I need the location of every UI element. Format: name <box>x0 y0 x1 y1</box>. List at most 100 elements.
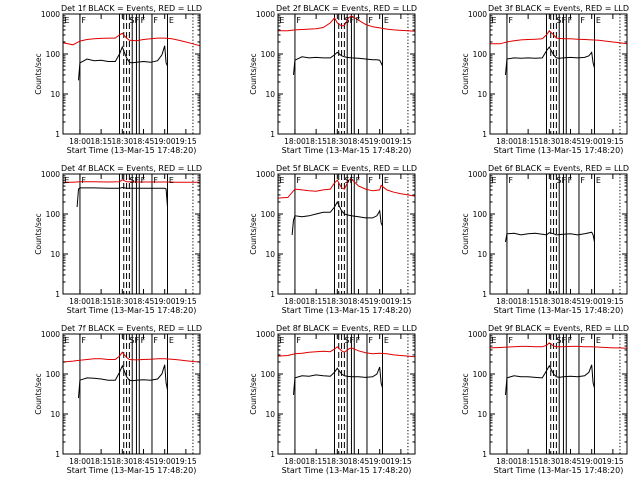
y-tick-label: 10 <box>50 90 60 99</box>
y-tick-label: 1000 <box>468 330 487 339</box>
series-black-line <box>78 45 168 81</box>
x-tick-label: 18:00 <box>284 457 306 466</box>
interval-marker-label: F <box>141 16 146 25</box>
y-tick-label: 1000 <box>256 10 275 19</box>
plot-frame <box>62 333 201 455</box>
x-axis-label: Start Time (13-Mar-15 17:48:20) <box>282 306 412 315</box>
x-tick-label: 18:00 <box>69 137 91 146</box>
panel-title: Det 7f BLACK = Events, RED = LLD <box>61 324 202 333</box>
x-tick-label: 18:30 <box>112 457 134 466</box>
x-tick-label: 18:00 <box>496 457 518 466</box>
plot-area <box>278 334 415 454</box>
plot-frame <box>277 173 416 295</box>
y-tick-label: 10 <box>477 90 487 99</box>
x-tick-label: 19:00 <box>369 137 391 146</box>
x-axis-label: Start Time (13-Mar-15 17:48:20) <box>494 466 624 475</box>
x-tick-label: 18:30 <box>112 137 134 146</box>
interval-marker-label: F <box>368 336 373 345</box>
interval-marker-label: F <box>356 176 361 185</box>
x-axis-label: Start Time (13-Mar-15 17:48:20) <box>494 146 624 155</box>
interval-marker-label: F <box>580 176 585 185</box>
interval-marker-label: E <box>384 176 389 185</box>
x-axis-label: Start Time (13-Mar-15 17:48:20) <box>282 146 412 155</box>
x-tick-label: 19:00 <box>581 297 603 306</box>
y-axis-label: Counts/sec <box>461 373 470 414</box>
plot-area <box>278 14 415 134</box>
plot-area <box>490 334 627 454</box>
interval-marker-label: F <box>153 16 158 25</box>
y-axis-label: Counts/sec <box>34 373 43 414</box>
y-tick-label: 1000 <box>41 10 60 19</box>
panel-title: Det 3f BLACK = Events, RED = LLD <box>488 4 629 13</box>
x-tick-label: 18:15 <box>90 137 112 146</box>
x-tick-label: 18:45 <box>133 297 155 306</box>
y-tick-label: 1 <box>482 130 487 139</box>
y-tick-label: 10 <box>50 410 60 419</box>
interval-marker-label: F <box>580 336 585 345</box>
interval-marker-label: SF <box>344 16 354 25</box>
series-black-line <box>291 200 383 235</box>
panel-title: Det 1f BLACK = Events, RED = LLD <box>61 4 202 13</box>
plot-area <box>490 14 627 134</box>
interval-marker-label: SF <box>129 176 139 185</box>
interval-marker-label: F <box>81 336 86 345</box>
series-black-line <box>505 231 595 243</box>
x-tick-label: 18:00 <box>284 297 306 306</box>
interval-marker-label: E <box>384 16 389 25</box>
series-red-line <box>63 32 200 47</box>
x-tick-label: 18:15 <box>305 137 327 146</box>
y-axis-label: Counts/sec <box>461 213 470 254</box>
interval-marker-label: F <box>508 336 513 345</box>
interval-marker-label: F <box>580 16 585 25</box>
y-tick-label: 100 <box>473 370 488 379</box>
interval-marker-label: F <box>508 16 513 25</box>
x-tick-label: 18:00 <box>69 297 91 306</box>
x-tick-label: 18:15 <box>517 297 539 306</box>
x-tick-label: 18:30 <box>539 137 561 146</box>
series-red-line <box>278 178 415 199</box>
y-tick-label: 1 <box>482 290 487 299</box>
y-axis-label: Counts/sec <box>461 53 470 94</box>
interval-marker-label: F <box>153 176 158 185</box>
y-tick-label: 100 <box>46 210 61 219</box>
panel-title: Det 8f BLACK = Events, RED = LLD <box>276 324 417 333</box>
x-tick-label: 19:15 <box>390 297 412 306</box>
x-tick-label: 19:15 <box>390 137 412 146</box>
x-tick-label: 19:00 <box>369 297 391 306</box>
interval-marker-label: F <box>296 336 301 345</box>
plot-area <box>63 14 200 134</box>
x-tick-label: 18:30 <box>539 297 561 306</box>
interval-marker-label: E <box>169 336 174 345</box>
interval-marker-label: E <box>279 336 284 345</box>
x-tick-label: 18:15 <box>90 297 112 306</box>
y-tick-label: 1 <box>55 450 60 459</box>
x-tick-label: 19:15 <box>390 457 412 466</box>
series-red-line <box>278 15 415 32</box>
y-tick-label: 100 <box>46 370 61 379</box>
interval-marker-label: E <box>64 176 69 185</box>
x-tick-label: 18:30 <box>327 297 349 306</box>
interval-marker-label: F <box>356 16 361 25</box>
x-tick-label: 18:30 <box>112 297 134 306</box>
interval-marker-label: SF <box>129 336 139 345</box>
interval-marker-label: E <box>491 16 496 25</box>
series-red-line <box>63 351 200 363</box>
series-red-line <box>490 30 627 45</box>
interval-marker-label: E <box>169 176 174 185</box>
x-tick-label: 18:00 <box>496 137 518 146</box>
y-axis-label: Counts/sec <box>249 213 258 254</box>
panel-title: Det 6f BLACK = Events, RED = LLD <box>488 164 629 173</box>
y-tick-label: 100 <box>261 210 276 219</box>
x-tick-label: 18:15 <box>305 457 327 466</box>
plot-area <box>63 334 200 454</box>
series-black-line <box>505 46 595 75</box>
y-tick-label: 1 <box>270 290 275 299</box>
x-tick-label: 19:00 <box>369 457 391 466</box>
interval-marker-label: SF <box>556 176 566 185</box>
plot-area <box>490 174 621 294</box>
